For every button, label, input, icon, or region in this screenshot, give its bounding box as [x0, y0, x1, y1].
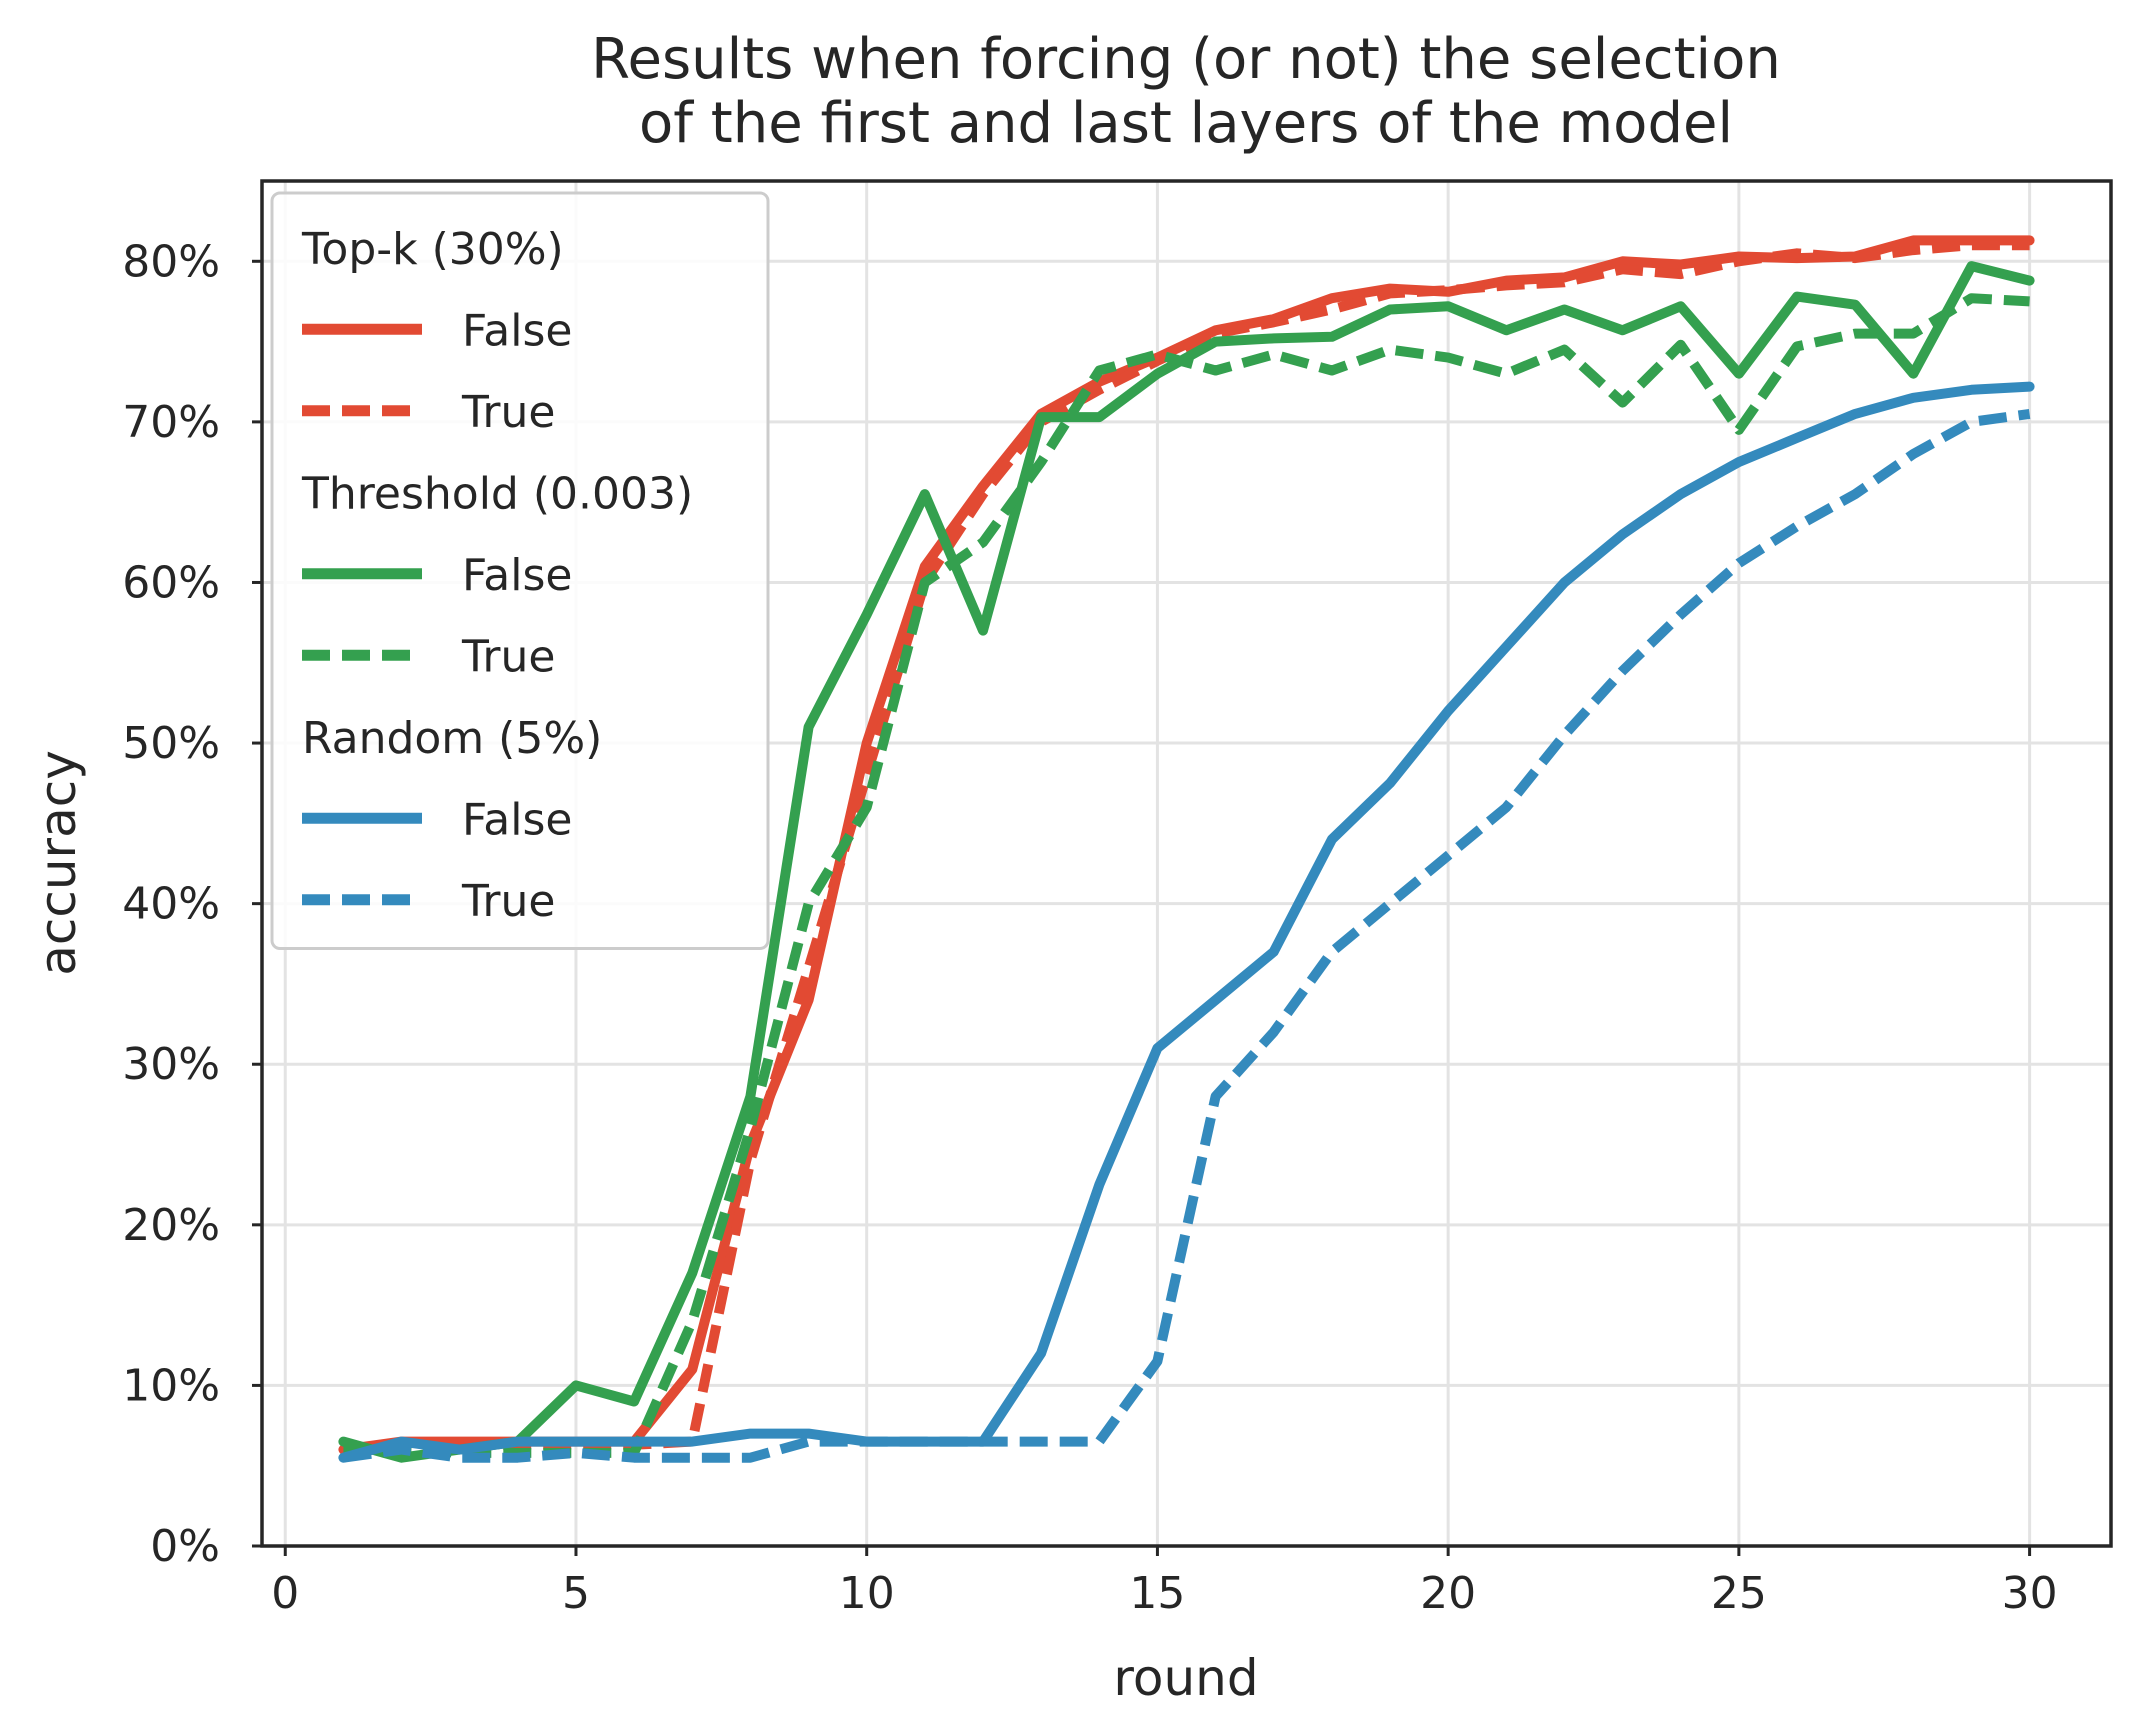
- y-tick-label: 10%: [122, 1360, 220, 1411]
- series-line-random-true: [342, 408, 2031, 1463]
- chart-title: Results when forcing (or not) the select…: [591, 27, 1781, 156]
- y-tick-label: 50%: [122, 718, 220, 769]
- chart-title-line: of the first and last layers of the mode…: [639, 91, 1733, 156]
- legend-entry-label: False: [462, 794, 572, 845]
- y-tick-label: 40%: [122, 879, 220, 930]
- legend: Top-k (30%) False True Threshold (0.003) Fal…: [270, 191, 770, 950]
- x-tick-label: 20: [1420, 1568, 1476, 1619]
- x-tick-label: 10: [839, 1568, 895, 1619]
- legend-group-title: Top-k (30%): [301, 224, 564, 275]
- y-tick-label: 0%: [150, 1521, 220, 1572]
- x-tick-label: 0: [271, 1568, 299, 1619]
- y-tick-label: 80%: [122, 236, 220, 287]
- x-tick-label: 15: [1129, 1568, 1185, 1619]
- y-tick-label: 60%: [122, 557, 220, 608]
- y-tick-label: 70%: [122, 397, 220, 448]
- legend-entry-label: True: [461, 631, 555, 682]
- x-axis-ticks: 0 5 10 15 20 25 30: [271, 1546, 2058, 1619]
- x-tick-label: 30: [2002, 1568, 2058, 1619]
- legend-group-title: Threshold (0.003): [301, 468, 693, 519]
- chart-title-line: Results when forcing (or not) the select…: [591, 27, 1781, 92]
- series-line-random-false: [338, 381, 2035, 1463]
- legend-group-title: Random (5%): [302, 713, 602, 764]
- legend-box: [270, 191, 770, 950]
- x-tick-label: 25: [1711, 1568, 1767, 1619]
- x-axis-label: round: [1113, 1649, 1258, 1707]
- y-tick-label: 30%: [122, 1039, 220, 1090]
- y-axis-label: accuracy: [29, 750, 87, 976]
- legend-entry-label: True: [461, 387, 555, 438]
- y-axis-ticks: 0% 10% 20% 30% 40% 50% 60% 70% 80%: [122, 236, 262, 1572]
- legend-entry-label: False: [462, 305, 572, 356]
- legend-entry-label: False: [462, 550, 572, 601]
- legend-entry-label: True: [461, 876, 555, 927]
- x-tick-label: 5: [562, 1568, 590, 1619]
- series-lines: [338, 235, 2035, 1463]
- plot-frame: [260, 179, 2113, 1548]
- y-tick-label: 20%: [122, 1200, 220, 1251]
